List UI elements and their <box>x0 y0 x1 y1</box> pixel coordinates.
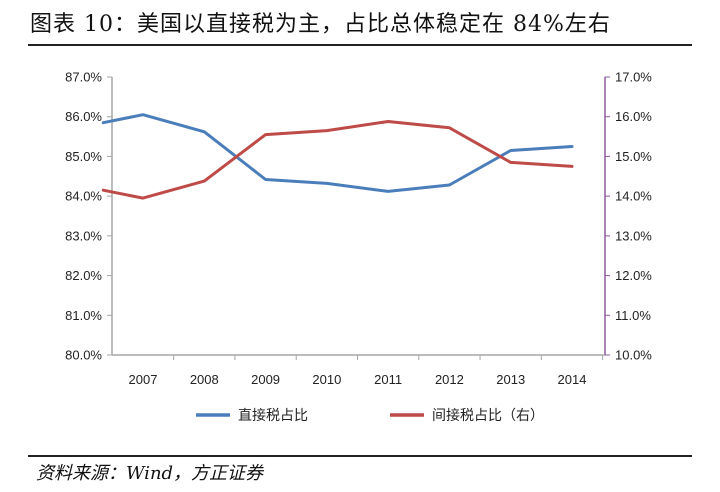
chart-legend: 直接税占比 间接税占比（右） <box>196 407 544 424</box>
x-axis-tick-label: 2012 <box>435 372 464 387</box>
title-rule <box>28 44 692 46</box>
line-chart: 87.0% 86.0% 85.0% 84.0% 83.0% 82.0% 81.0% 80.0%… <box>65 70 652 425</box>
left-axis-tick-label: 86.0% <box>65 109 102 124</box>
x-axis-ticks: 2007 2008 2009 2010 2011 2012 2013 2014 <box>129 355 604 387</box>
left-axis-tick-label: 87.0% <box>65 70 102 85</box>
x-axis-tick-label: 2007 <box>129 372 158 387</box>
right-axis-tick-label: 10.0% <box>615 348 652 363</box>
left-axis-tick-label: 84.0% <box>65 189 102 204</box>
x-axis-tick-label: 2009 <box>251 372 280 387</box>
legend-label-indirect-tax: 间接税占比（右） <box>432 407 544 424</box>
left-axis-tick-label: 85.0% <box>65 149 102 164</box>
right-axis-tick-label: 11.0% <box>615 308 651 323</box>
left-axis-tick-label: 83.0% <box>65 228 102 243</box>
right-axis-tick-label: 13.0% <box>615 228 652 243</box>
figure-title: 图表 10：美国以直接税为主，占比总体稳定在 84%左右 <box>30 12 611 37</box>
left-axis-tick-label: 81.0% <box>65 308 102 323</box>
x-axis-tick-label: 2008 <box>190 372 219 387</box>
left-axis-tick-label: 82.0% <box>65 268 102 283</box>
x-axis-tick-label: 2014 <box>558 372 587 387</box>
x-axis-tick-label: 2010 <box>312 372 341 387</box>
right-axis-tick-label: 14.0% <box>615 189 652 204</box>
direct-tax-share-line <box>101 113 574 193</box>
legend-label-direct-tax: 直接税占比 <box>238 407 308 424</box>
x-axis-tick-label: 2011 <box>374 372 402 387</box>
source-note: 资料来源：Wind，方正证券 <box>36 463 264 484</box>
x-axis-tick-label: 2013 <box>496 372 525 387</box>
source-rule <box>28 455 692 457</box>
chart-axes: 87.0% 86.0% 85.0% 84.0% 83.0% 82.0% 81.0% 80.0%… <box>65 70 652 363</box>
left-axis-tick-label: 80.0% <box>65 348 102 363</box>
right-axis-tick-label: 12.0% <box>615 268 652 283</box>
right-axis-tick-label: 16.0% <box>615 109 652 124</box>
right-axis-tick-label: 17.0% <box>615 70 652 85</box>
indirect-tax-share-line <box>101 120 574 200</box>
chart-series <box>101 113 574 200</box>
right-axis-tick-label: 15.0% <box>615 149 652 164</box>
